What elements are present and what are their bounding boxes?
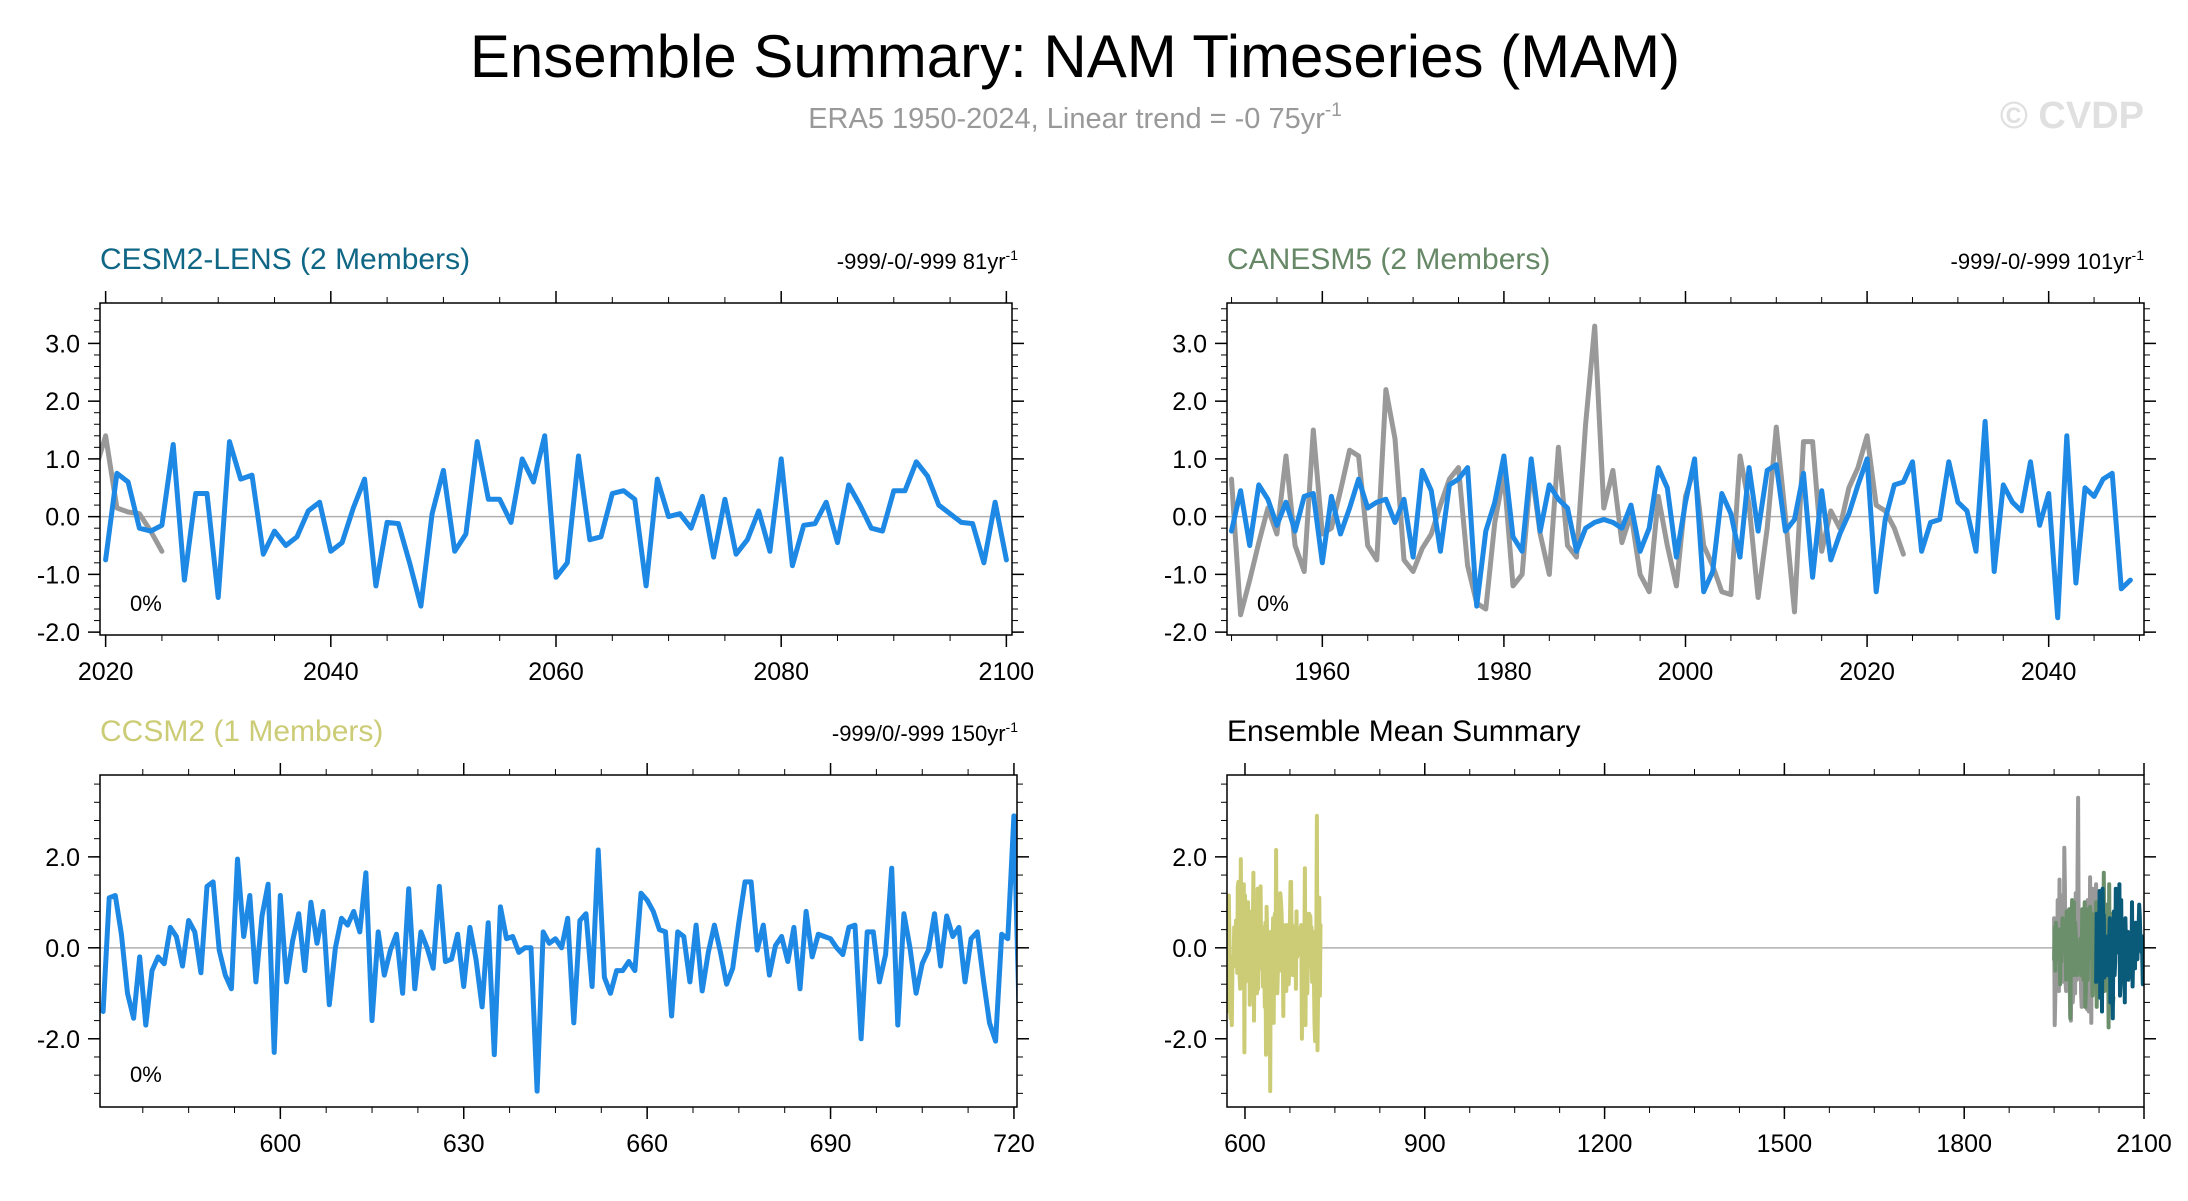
panel-canesm5: CANESM5 (2 Members) -999/-0/-999 101yr-1… [1164,243,2156,686]
trend-text-canesm5: -999/-0/-999 101yr [1951,249,2132,274]
y-tick-label: -1.0 [1164,561,1207,589]
x-tick-label: 2100 [979,658,1035,686]
plot-frame [99,774,1018,1108]
series-group [1229,323,2133,621]
y-tick-label: 2.0 [45,388,80,416]
trend-superscript-canesm5: -1 [2132,247,2145,263]
plot-frame [1226,302,2145,636]
panel-title-cesm2: CESM2-LENS (2 Members) [100,243,470,276]
y-tick-label: 2.0 [1172,844,1207,872]
figure-title: Ensemble Summary: NAM Timeseries (MAM) [470,23,1680,90]
y-tick-label: 0.0 [1172,935,1207,963]
y-tick-label: 3.0 [1172,330,1207,358]
y-tick-label: 0.0 [45,935,80,963]
panel-title-mean: Ensemble Mean Summary [1227,715,1580,748]
panel-ccsm2: CCSM2 (1 Members) -999/0/-999 150yr-1 2.… [37,715,1035,1158]
y-tick-label: 1.0 [1172,446,1207,474]
plot-frame [1226,774,2145,1108]
x-tick-label: 2000 [1658,658,1714,686]
series-line-ensemble [1229,418,2133,621]
series-line-cesm2-lens [2094,882,2144,1021]
panel-cesm2: CESM2-LENS (2 Members) -999/-0/-999 81yr… [37,243,1034,686]
x-tick-label: 2100 [2116,1130,2172,1158]
y-tick-label: -2.0 [1164,1026,1207,1054]
x-tick-label: 1800 [1936,1130,1992,1158]
plot-area-ccsm2: 2.0 0.0 -2.0 600 630 660 690 720 [37,763,1035,1158]
percent-label-cesm2: 0% [130,591,162,616]
x-tick-label: 1980 [1476,658,1532,686]
panel-trend-cesm2: -999/-0/-999 81yr-1 [837,247,1018,274]
x-tick-label: 900 [1404,1130,1446,1158]
x-tick-label: 600 [259,1130,301,1158]
percent-label-canesm5: 0% [1257,591,1289,616]
y-tick-label: 1.0 [45,446,80,474]
y-tick-label: 3.0 [45,330,80,358]
y-tick-label: 2.0 [45,844,80,872]
trend-superscript-cesm2: -1 [1006,247,1019,263]
panel-trend-canesm5: -999/-0/-999 101yr-1 [1951,247,2145,274]
series-line-obs [100,433,165,554]
panel-title-canesm5: CANESM5 (2 Members) [1227,243,1550,276]
series-group [100,433,1009,609]
plot-area-canesm5: 3.0 2.0 1.0 0.0 -1.0 -2.0 1960 1980 2000 2020 2040 [1164,291,2156,686]
panel-trend-ccsm2: -999/0/-999 150yr-1 [832,719,1018,746]
trend-superscript-ccsm2: -1 [1006,719,1019,735]
x-tick-label: 2040 [2021,658,2077,686]
y-tick-label: -2.0 [1164,619,1207,647]
series-group [1227,795,2144,1094]
x-tick-label: 690 [810,1130,852,1158]
trend-text-ccsm2: -999/0/-999 150yr [832,721,1006,746]
subtitle-superscript: -1 [1325,100,1342,121]
y-tick-label: -1.0 [37,561,80,589]
x-tick-label: 2020 [1839,658,1895,686]
x-tick-label: 2080 [753,658,809,686]
trend-text-cesm2: -999/-0/-999 81yr [837,249,1006,274]
x-tick-label: 720 [993,1130,1035,1158]
percent-label-ccsm2: 0% [130,1062,162,1087]
panel-mean: Ensemble Mean Summary 2.0 0.0 -2.0 600 900 12… [1164,715,2172,1158]
y-tick-label: 2.0 [1172,388,1207,416]
y-tick-label: -2.0 [37,619,80,647]
watermark: © CVDP [2000,95,2144,137]
y-tick-label: 0.0 [1172,504,1207,532]
x-tick-label: 1960 [1295,658,1351,686]
x-tick-label: 630 [443,1130,485,1158]
subtitle-text: ERA5 1950-2024, Linear trend = -0 75yr [808,103,1325,135]
plot-area-mean: 2.0 0.0 -2.0 600 900 1200 1500 1800 2100 [1164,763,2172,1158]
x-tick-label: 660 [626,1130,668,1158]
plot-area-cesm2: 3.0 2.0 1.0 0.0 -1.0 -2.0 2020 2040 2060 2080 2100 [37,291,1034,686]
y-tick-label: 0.0 [45,504,80,532]
x-tick-label: 1200 [1577,1130,1633,1158]
series-line-ensemble [103,433,1009,609]
x-tick-label: 1500 [1757,1130,1813,1158]
y-tick-label: -2.0 [37,1026,80,1054]
x-tick-label: 2040 [303,658,359,686]
figure-subtitle: ERA5 1950-2024, Linear trend = -0 75yr-1 [808,100,1342,135]
series-line-obs [1229,323,1906,618]
x-tick-label: 2060 [528,658,584,686]
series-line-ensemble [100,813,1017,1094]
series-group [100,813,1017,1094]
x-tick-label: 2020 [78,658,134,686]
series-line-ccsm2 [1227,813,1323,1094]
x-tick-label: 600 [1224,1130,1266,1158]
panel-title-ccsm2: CCSM2 (1 Members) [100,715,383,748]
